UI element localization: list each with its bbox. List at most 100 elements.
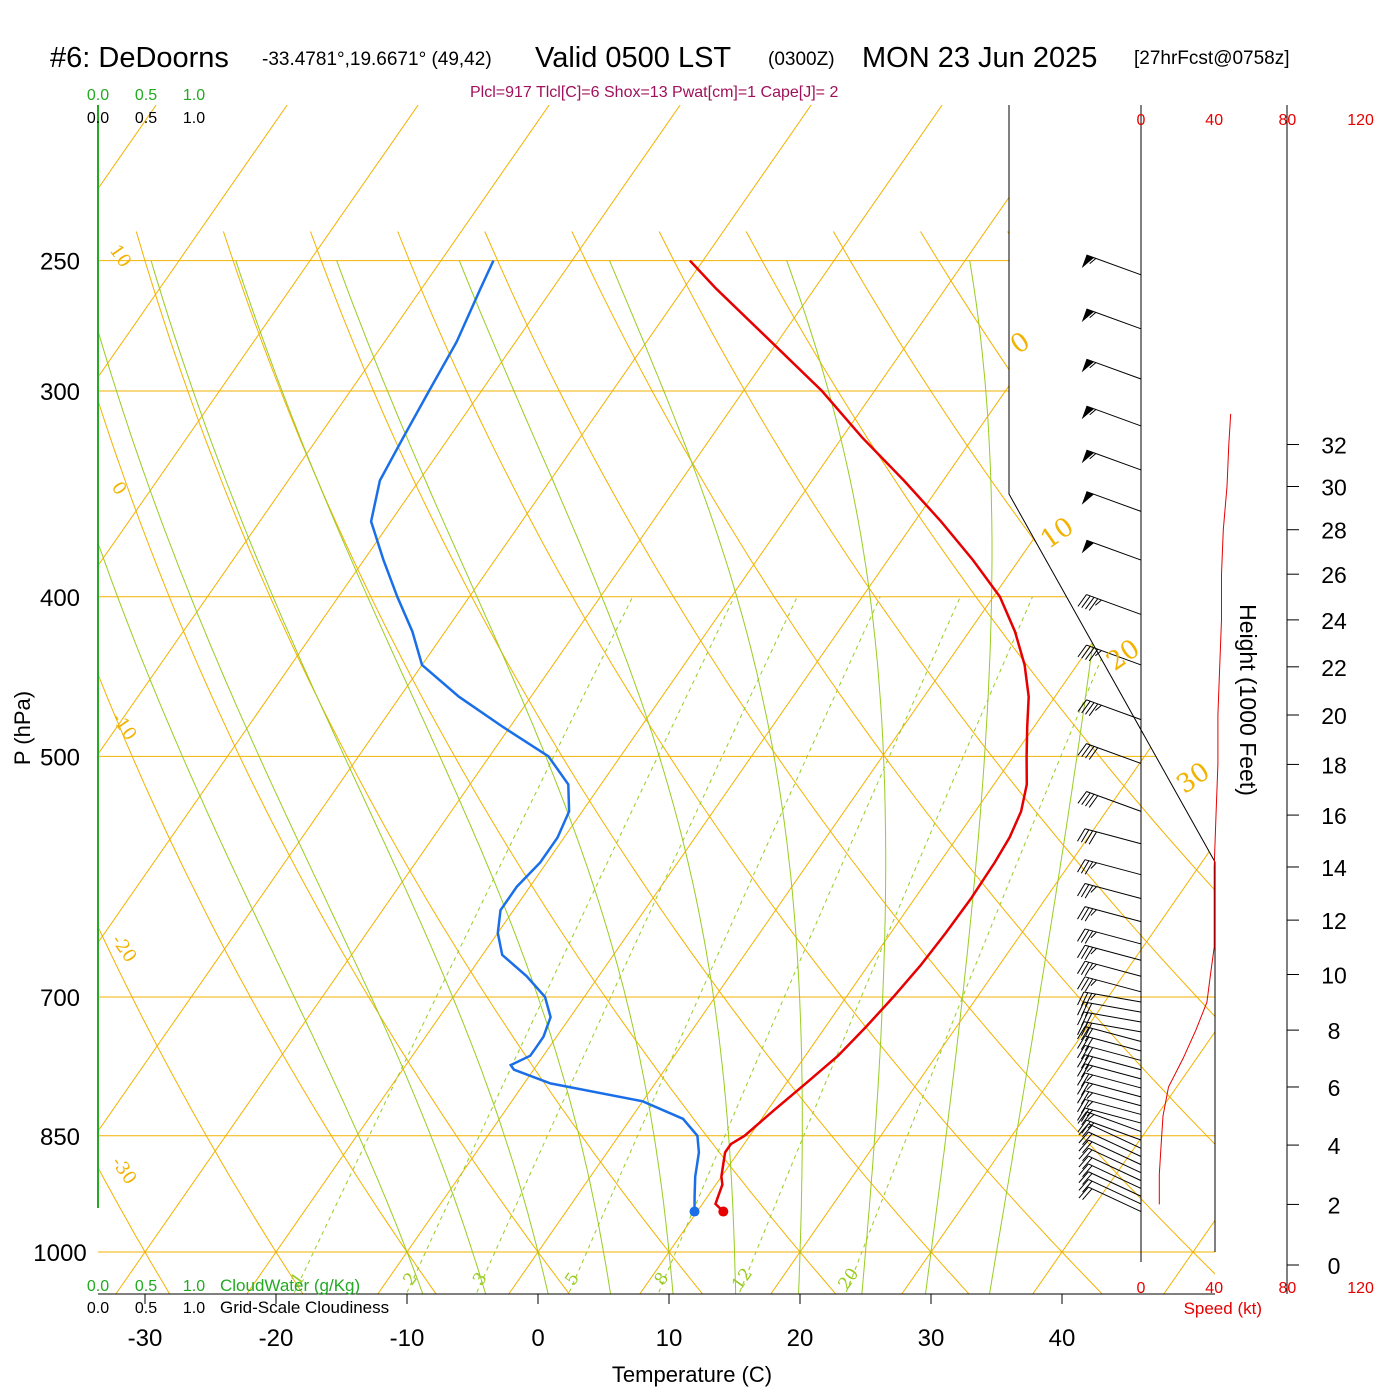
wind-barb [1078,1178,1142,1205]
wind-barb-feather [1086,1101,1094,1108]
wind-barb-feather [1080,860,1090,874]
height-tick-label: 30 [1321,475,1347,501]
wind-barb-staff [1083,1001,1142,1013]
wind-barb-staff [1088,1163,1142,1189]
dry-adiabat-line [98,231,580,1294]
wind-barb-feather [1081,744,1091,758]
station-coords: -33.4781°,19.6671° (49,42) [262,49,492,70]
wind-barb-feather [1077,743,1087,756]
height-tick-label: 18 [1321,752,1347,778]
moist-adiabat-line [336,260,675,1294]
wind-barb-feather [1089,312,1097,318]
cloudwater-bottom-tick: 0.0 [87,1278,109,1295]
wind-barb-staff [1083,1021,1142,1033]
moist-adiabat-line [98,260,428,1294]
wind-barb-staff [1084,944,1142,961]
wind-barb-feather [1080,1108,1090,1122]
wind-barb-feather [1089,258,1097,264]
dry-adiabat-line [571,231,1215,1294]
wind-barb-feather [1084,1037,1094,1051]
wind-barb [1078,1186,1142,1212]
wind-barb-feather [1081,595,1091,609]
wind-barb [1077,1090,1142,1107]
stability-indices: Plcl=917 Tlcl[C]=6 Shox=13 Pwat[cm]=1 Ca… [470,84,839,101]
wind-barb-feather [1077,1090,1086,1104]
wind-barb-feather [1077,976,1086,990]
wind-barb-feather [1088,747,1099,760]
speed-top-tick: 120 [1347,112,1374,129]
dry-adiabat-line [397,231,1116,1294]
isotherm-label: -10 [107,709,141,745]
wind-barb-feather [1084,830,1094,844]
wind-barb [1077,1098,1142,1115]
wind-barb-staff [1084,1081,1142,1098]
wind-barb-staff [1086,644,1142,666]
wind-barb-staff [1088,1171,1142,1197]
wind-barb-feather [1082,1149,1093,1162]
wind-barb-feather [1080,1036,1090,1050]
dry-adiabat-line [98,231,446,1294]
height-tick-label: 16 [1321,803,1347,829]
wind-barb-feather [1078,1147,1089,1160]
wind-barb-feather [1089,409,1097,416]
wind-barb-feather [1078,1139,1089,1152]
wind-barb-feather [1087,1114,1095,1121]
wind-barb-staff [1084,1098,1142,1115]
dry-adiabat-line [98,231,312,1294]
dry-adiabat-line [98,231,179,1294]
wind-barb-feather [1080,946,1090,960]
wind-barb-feather [1082,1188,1093,1201]
x-axis-label: Temperature (C) [612,1362,772,1387]
wind-barb-staff [1084,883,1142,900]
wind-barb-feather [1080,1073,1090,1087]
wind-barb [1077,1081,1142,1098]
wind-barb-feather [1084,947,1094,961]
speed-bottom-tick: 0 [1137,1280,1146,1297]
cloudiness-top-tick: 1.0 [183,110,205,127]
x-tick-label: -20 [259,1325,294,1352]
mixing-ratio-line [286,596,634,1294]
wind-barb [1081,539,1142,561]
wind-barb-feather [1080,977,1090,991]
wind-barb-feather [1084,978,1094,992]
isotherm-line [98,105,419,1294]
wind-barb-feather [1090,909,1097,916]
wind-barb-feather [1077,1119,1087,1133]
wind-barb-flag [1081,406,1095,420]
mixing-ratio-line [733,596,1033,1294]
wind-barb-staff [1086,791,1142,812]
cloudiness-bottom-tick: 0.0 [87,1300,109,1317]
wind-barb-feather [1090,963,1097,971]
wind-barb-staff [1088,1123,1142,1149]
wind-barb-feather [1077,906,1086,920]
wind-barb-feather [1080,1064,1090,1078]
wind-barb-staff [1084,1090,1142,1107]
wind-barb-staff [1083,1011,1142,1023]
isotherm-label: 10 [105,241,135,272]
isotherm-label: 10 [1035,512,1079,556]
wind-barb-feather [1077,1099,1086,1113]
speed-bottom-tick: 40 [1205,1280,1223,1297]
mixing-ratio-label: 8 [651,1269,674,1289]
wind-barb-feather [1088,831,1097,845]
mixing-ratio-label: 5 [561,1269,584,1289]
wind-barb [1077,791,1142,812]
wind-barb [1081,491,1142,512]
wind-barb-staff [1086,539,1142,561]
wind-barb-staff [1084,928,1142,945]
wind-barb-staff [1088,1147,1142,1174]
cloudwater-top-tick: 0.0 [87,87,109,104]
wind-barb-feather [1077,883,1086,897]
moist-adiabat-line [458,260,737,1294]
wind-barb [1077,1025,1142,1042]
cloudwater-top-tick: 1.0 [183,87,205,104]
mixing-ratio-line [652,596,961,1294]
wind-barb-feather [1080,1091,1090,1105]
cloudiness-top-tick: 0.0 [87,110,109,127]
wind-barb [1077,1111,1142,1133]
wind-barb-feather [1082,1141,1093,1154]
wind-barb-feather [1086,1083,1094,1091]
mixing-ratio-line [840,596,1128,1294]
speed-top-tick: 80 [1279,112,1297,129]
wind-barb-feather [1078,1131,1089,1144]
